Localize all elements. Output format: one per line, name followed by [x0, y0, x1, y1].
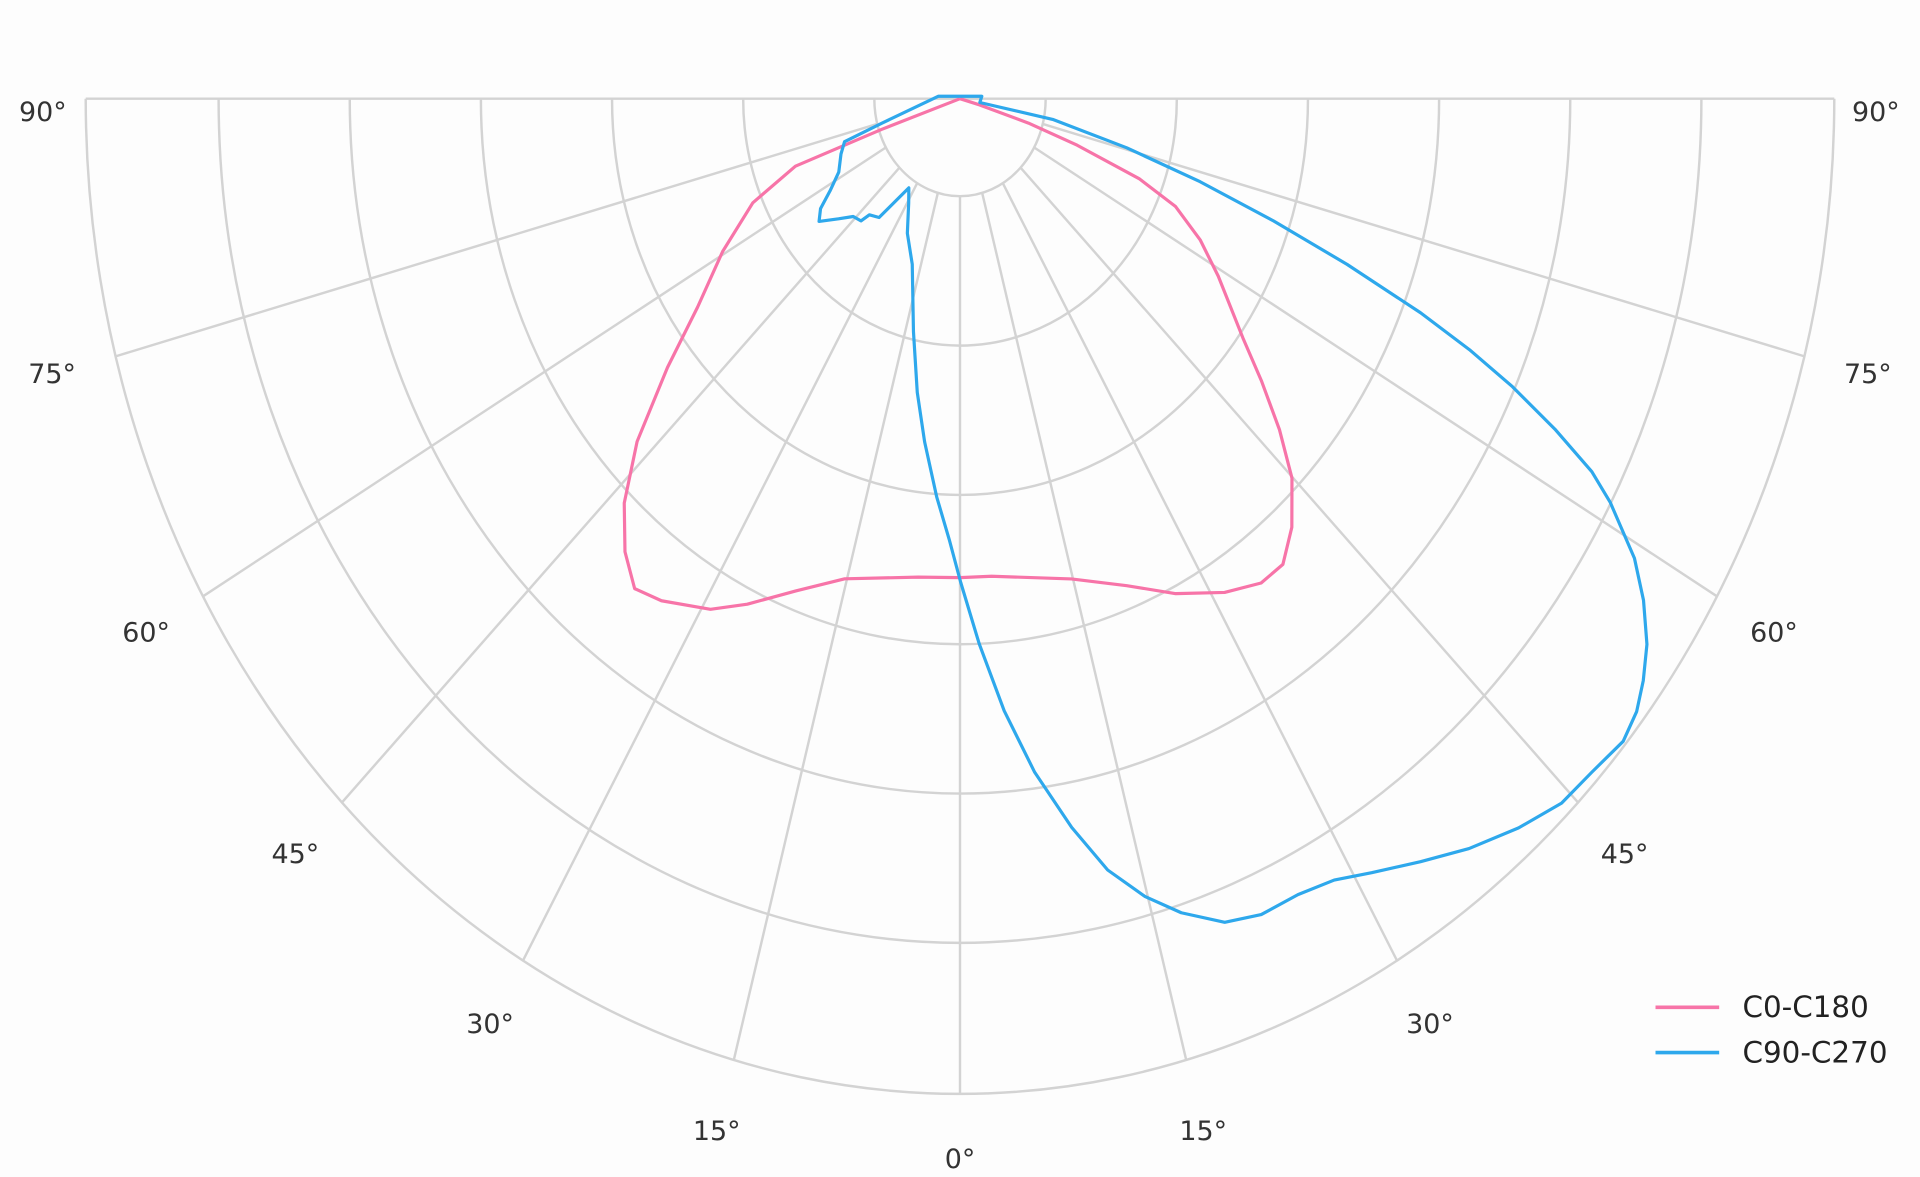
legend-label-c0-c180: C0-C180	[1742, 990, 1868, 1024]
angle-tick-label: 45°	[272, 839, 320, 870]
angular-gridline	[340, 166, 901, 804]
angle-tick-label: 60°	[122, 617, 170, 648]
angular-gridline	[732, 192, 940, 1061]
angle-tick-label: 30°	[1406, 1009, 1454, 1040]
angular-gridline	[1019, 166, 1580, 804]
angle-tick-label: 0°	[945, 1144, 976, 1175]
grid	[84, 99, 1836, 1096]
legend-label-c90-c270: C90-C270	[1742, 1035, 1887, 1069]
angle-tick-label: 75°	[28, 359, 76, 390]
angle-tick-label: 90°	[1852, 97, 1900, 128]
series-line-c0-c180	[622, 97, 1294, 611]
angle-tick-label: 45°	[1601, 839, 1649, 870]
angle-tick-label: 15°	[693, 1116, 741, 1147]
angular-gridline	[115, 122, 878, 358]
angle-tick-labels: 90° 75° 60° 45° 30° 15° 0° 15° 30° 45° 60° 75° 90°	[19, 97, 1900, 1175]
angular-gridline	[980, 192, 1188, 1061]
angle-tick-label: 75°	[1844, 359, 1892, 390]
angular-gridline	[521, 182, 919, 962]
series-line-c90-c270	[817, 94, 1649, 924]
legend: C0-C180 C90-C270	[1655, 990, 1888, 1069]
angular-gridline	[202, 146, 887, 598]
angle-tick-label: 15°	[1179, 1116, 1227, 1147]
angle-tick-label: 60°	[1750, 617, 1798, 648]
angular-gridline	[1042, 122, 1805, 358]
series-curves	[622, 94, 1649, 924]
angular-gridline	[1033, 146, 1718, 598]
angular-gridline	[1001, 182, 1399, 962]
angle-tick-label: 90°	[19, 97, 67, 128]
angle-tick-label: 30°	[466, 1009, 514, 1040]
